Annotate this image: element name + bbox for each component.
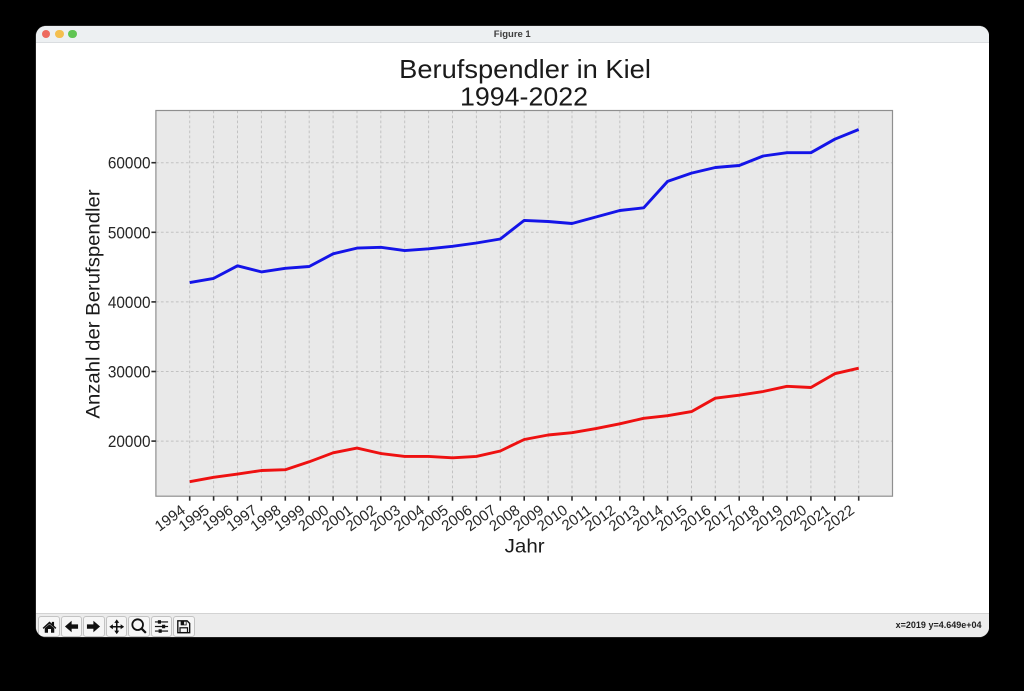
svg-text:30000: 30000 (108, 364, 151, 382)
svg-text:50000: 50000 (108, 225, 151, 243)
svg-text:40000: 40000 (108, 294, 151, 312)
svg-text:20000: 20000 (108, 434, 151, 452)
svg-text:Jahr: Jahr (505, 536, 545, 557)
svg-text:Anzahl der Berufspendler: Anzahl der Berufspendler (83, 189, 104, 419)
svg-text:1994-2022: 1994-2022 (460, 82, 588, 112)
svg-text:60000: 60000 (108, 155, 151, 173)
svg-text:Berufspendler in Kiel: Berufspendler in Kiel (399, 54, 651, 83)
